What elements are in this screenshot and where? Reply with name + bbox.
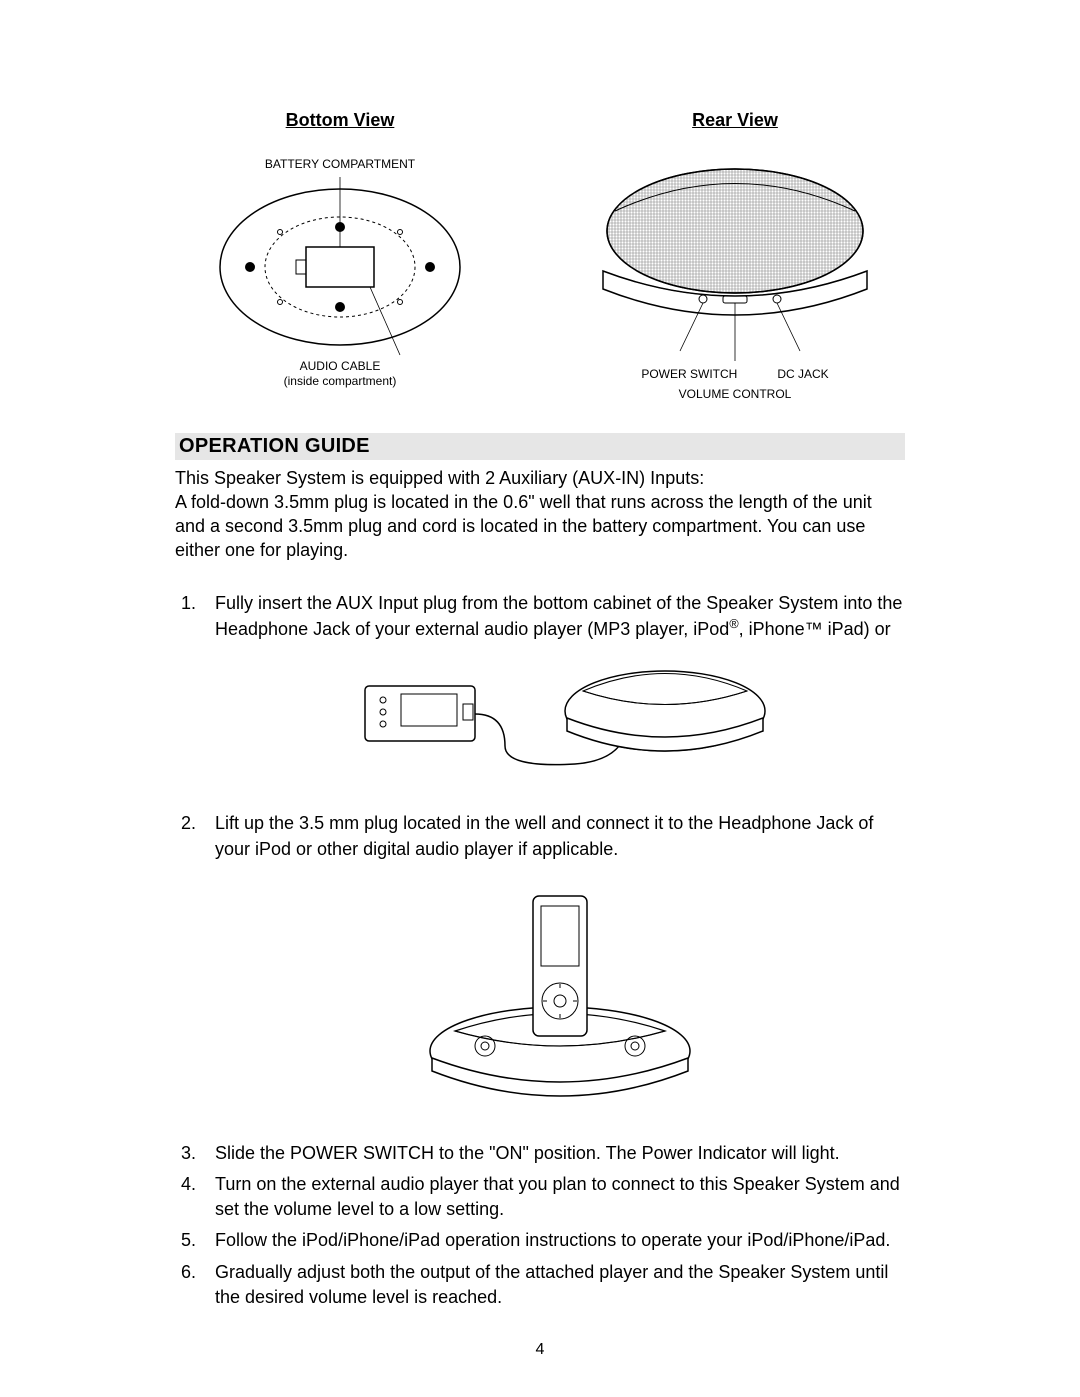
- step-6: Gradually adjust both the output of the …: [175, 1260, 905, 1310]
- power-switch-label: POWER SWITCH: [641, 367, 737, 381]
- step-3-text: Slide the POWER SWITCH to the "ON" posit…: [215, 1143, 840, 1163]
- step-2-text: Lift up the 3.5 mm plug located in the w…: [215, 813, 873, 858]
- bottom-view-diagram: [210, 177, 470, 357]
- rear-labels-row: POWER SWITCH DC JACK: [565, 367, 905, 381]
- step-4-text: Turn on the external audio player that y…: [215, 1174, 900, 1219]
- step-1-text-b: , iPhone™ iPad) or: [739, 619, 891, 639]
- battery-compartment-label: BATTERY COMPARTMENT: [175, 157, 505, 173]
- steps-list: Fully insert the AUX Input plug from the…: [175, 591, 905, 1310]
- audio-cable-label-line2: (inside compartment): [175, 374, 505, 390]
- volume-control-label: VOLUME CONTROL: [565, 387, 905, 403]
- step-2: Lift up the 3.5 mm plug located in the w…: [175, 811, 905, 1113]
- intro-paragraph: This Speaker System is equipped with 2 A…: [175, 466, 905, 563]
- step-6-text: Gradually adjust both the output of the …: [215, 1262, 888, 1307]
- bottom-view-column: Bottom View BATTERY COMPARTMENT AUDIO CA…: [175, 110, 505, 403]
- rear-view-heading: Rear View: [565, 110, 905, 131]
- dc-jack-label: DC JACK: [777, 367, 828, 381]
- registered-mark: ®: [729, 617, 738, 631]
- step-4: Turn on the external audio player that y…: [175, 1172, 905, 1222]
- step-3: Slide the POWER SWITCH to the "ON" posit…: [175, 1141, 905, 1166]
- step-2-illustration: [215, 876, 905, 1113]
- views-row: Bottom View BATTERY COMPARTMENT AUDIO CA…: [175, 110, 905, 403]
- operation-guide-heading: OPERATION GUIDE: [175, 433, 905, 460]
- step-1: Fully insert the AUX Input plug from the…: [175, 591, 905, 784]
- rear-view-diagram: [585, 151, 885, 363]
- audio-cable-label-line1: AUDIO CABLE: [175, 359, 505, 375]
- step-1-illustration: [215, 656, 905, 783]
- step-5: Follow the iPod/iPhone/iPad operation in…: [175, 1228, 905, 1253]
- step-5-text: Follow the iPod/iPhone/iPad operation in…: [215, 1230, 890, 1250]
- page-number: 4: [0, 1341, 1080, 1359]
- bottom-view-heading: Bottom View: [175, 110, 505, 131]
- rear-view-column: Rear View POWER SWITCH: [565, 110, 905, 403]
